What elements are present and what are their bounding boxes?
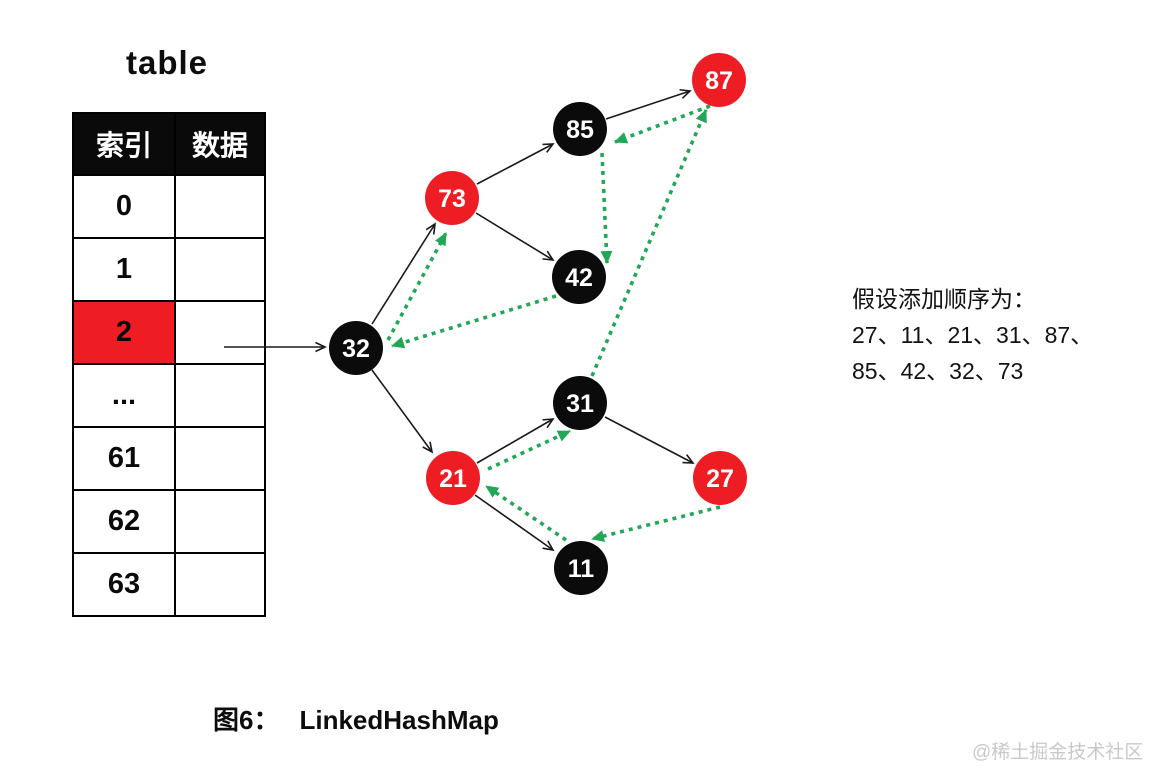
hash-table-row: 2 [72,300,266,365]
data-cell [174,237,266,302]
index-cell-highlighted: 2 [72,300,176,365]
data-cell [174,489,266,554]
node-32: 32 [329,321,383,375]
tree-edge-32-73 [371,222,436,325]
note-line: 假设添加顺序为： [852,286,1036,312]
tree-edge-21-31 [476,418,555,464]
hash-table-header: 索引 [72,112,176,176]
data-cell [174,174,266,239]
data-cell [174,363,266,428]
note-line: 27、11、21、31、87、 [852,322,1094,348]
node-circle [554,541,608,595]
hash-table-row: 0 [72,174,266,239]
hash-table-header: 数据 [174,112,266,176]
hash-table-row: 62 [72,489,266,554]
hash-table-row: ... [72,363,266,428]
hash-table-row: 63 [72,552,266,617]
node-31: 31 [553,376,607,430]
insertion-order-edges [386,104,721,542]
index-cell: ... [72,363,176,428]
node-label: 73 [438,185,466,213]
order-edge-11-21 [484,484,568,542]
node-42: 42 [552,250,606,304]
figure-caption: 图6： LinkedHashMap [213,700,499,737]
note-line: 85、42、32、73 [852,358,1024,384]
tree-edge-73-42 [475,212,555,261]
data-cell [174,300,266,365]
index-cell: 61 [72,426,176,491]
tree-edge-73-85 [476,143,555,185]
node-label: 42 [565,264,593,292]
index-cell: 62 [72,489,176,554]
node-11: 11 [554,541,608,595]
node-27: 27 [693,451,747,505]
data-cell [174,426,266,491]
tree-edges [224,88,695,552]
node-circle [693,451,747,505]
insertion-order-note: 假设添加顺序为： 27、11、21、31、87、 85、42、32、73 [852,281,1093,389]
hash-table-header-row: 索引 数据 [72,112,266,176]
figure-caption-title: LinkedHashMap [299,705,499,735]
order-edge-27-11 [591,505,721,542]
node-circle [552,250,606,304]
order-edge-32-73 [386,232,448,341]
order-edge-31-87 [590,109,708,377]
graph-nodes: 32 73 85 87 42 31 21 27 11 [329,53,747,595]
node-label: 32 [342,335,370,363]
tree-edge-21-11 [474,494,555,552]
node-87: 87 [692,53,746,107]
node-21: 21 [426,451,480,505]
node-circle [425,171,479,225]
tree-edge-31-27 [604,416,695,464]
node-circle [692,53,746,107]
node-85: 85 [553,102,607,156]
node-label: 27 [706,465,734,493]
node-label: 87 [705,67,733,95]
index-cell: 63 [72,552,176,617]
index-cell: 0 [72,174,176,239]
hash-table-body: 0 1 2... 61 62 63 [72,174,266,617]
tree-edge-85-87 [605,88,692,120]
hash-table-row: 61 [72,426,266,491]
order-edge-42-32 [391,294,557,349]
tree-edge-32-21 [371,369,434,454]
node-label: 21 [439,465,467,493]
index-cell: 1 [72,237,176,302]
node-73: 73 [425,171,479,225]
hash-table: 索引 数据 0 1 2... 61 62 63 [72,112,266,617]
hash-table-head: 索引 数据 [72,112,266,176]
watermark: @稀土掘金技术社区 [972,742,1144,763]
order-edge-21-31 [487,429,571,471]
node-label: 85 [566,116,594,144]
node-label: 31 [566,390,594,418]
node-circle [553,376,607,430]
node-circle [426,451,480,505]
order-edge-87-85 [614,104,711,144]
order-edge-85-42 [600,152,613,264]
hash-table-row: 1 [72,237,266,302]
figure-caption-number: 图6： [213,705,280,735]
node-circle [329,321,383,375]
data-cell [174,552,266,617]
node-circle [553,102,607,156]
node-label: 11 [568,555,595,583]
table-title: table [126,44,209,81]
